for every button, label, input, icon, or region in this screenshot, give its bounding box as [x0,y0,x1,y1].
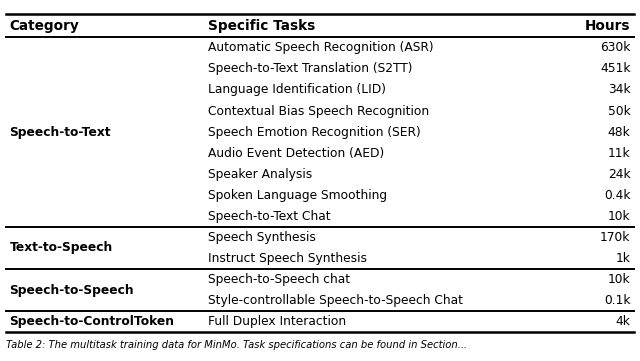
Text: Style-controllable Speech-to-Speech Chat: Style-controllable Speech-to-Speech Chat [208,294,463,307]
Text: Speech Synthesis: Speech Synthesis [208,231,316,244]
Text: 50k: 50k [607,105,630,118]
Text: 170k: 170k [600,231,630,244]
Text: Speaker Analysis: Speaker Analysis [208,168,312,181]
Text: Speech-to-Text Chat: Speech-to-Text Chat [208,210,331,223]
Text: 34k: 34k [608,83,630,96]
Text: 10k: 10k [608,273,630,286]
Text: Instruct Speech Synthesis: Instruct Speech Synthesis [208,252,367,265]
Text: Table 2: The multitask training data for MinMo. Task specifications can be found: Table 2: The multitask training data for… [6,340,468,350]
Text: 451k: 451k [600,62,630,75]
Text: Speech-to-Text: Speech-to-Text [10,126,111,139]
Text: Speech-to-Speech chat: Speech-to-Speech chat [208,273,350,286]
Text: Full Duplex Interaction: Full Duplex Interaction [208,315,346,328]
Text: 10k: 10k [608,210,630,223]
Text: Specific Tasks: Specific Tasks [208,19,316,33]
Text: 11k: 11k [608,147,630,160]
Text: Audio Event Detection (AED): Audio Event Detection (AED) [208,147,384,160]
Text: Category: Category [10,19,79,33]
Text: 1k: 1k [616,252,630,265]
Text: Spoken Language Smoothing: Spoken Language Smoothing [208,189,387,202]
Text: Language Identification (LID): Language Identification (LID) [208,83,386,96]
Text: 24k: 24k [608,168,630,181]
Text: 0.4k: 0.4k [604,189,630,202]
Text: 48k: 48k [607,126,630,139]
Text: 4k: 4k [616,315,630,328]
Text: Automatic Speech Recognition (ASR): Automatic Speech Recognition (ASR) [208,42,434,55]
Text: Speech-to-ControlToken: Speech-to-ControlToken [10,315,175,328]
Text: Text-to-Speech: Text-to-Speech [10,242,113,255]
Text: 0.1k: 0.1k [604,294,630,307]
Text: Speech-to-Speech: Speech-to-Speech [10,283,134,296]
Text: Speech Emotion Recognition (SER): Speech Emotion Recognition (SER) [208,126,420,139]
Text: Speech-to-Text Translation (S2TT): Speech-to-Text Translation (S2TT) [208,62,413,75]
Text: Hours: Hours [585,19,630,33]
Text: 630k: 630k [600,42,630,55]
Text: Contextual Bias Speech Recognition: Contextual Bias Speech Recognition [208,105,429,118]
